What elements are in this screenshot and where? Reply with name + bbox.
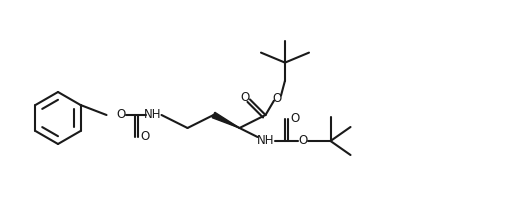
Text: O: O <box>140 130 149 142</box>
Text: O: O <box>116 109 125 121</box>
Text: O: O <box>272 92 281 105</box>
Text: NH: NH <box>144 109 161 121</box>
Text: O: O <box>240 91 250 104</box>
Text: NH: NH <box>257 134 274 148</box>
Text: O: O <box>290 112 299 124</box>
Polygon shape <box>212 112 239 128</box>
Text: O: O <box>298 134 307 148</box>
